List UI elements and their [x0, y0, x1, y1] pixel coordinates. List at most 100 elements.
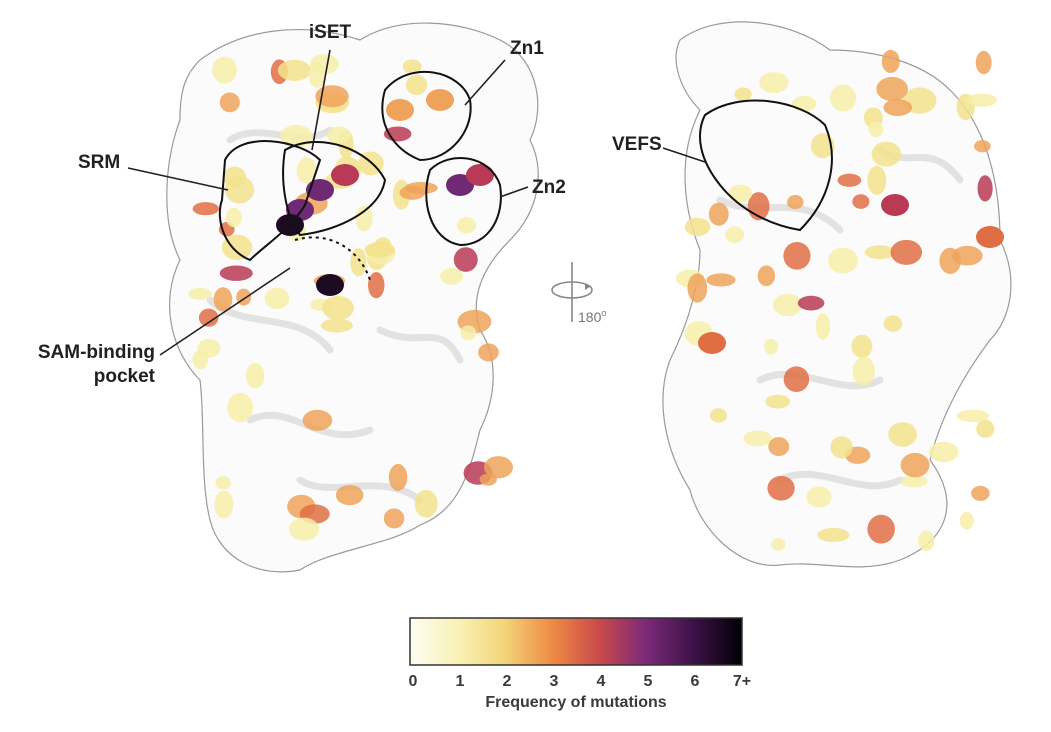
patch — [457, 217, 476, 234]
patch — [414, 490, 438, 518]
patch — [296, 157, 317, 184]
patch — [302, 409, 333, 431]
patch — [483, 456, 513, 479]
patch — [918, 530, 935, 551]
patch — [224, 176, 255, 204]
patch — [928, 441, 959, 463]
patch — [764, 338, 779, 355]
patch — [315, 85, 349, 108]
patch — [757, 265, 776, 287]
patch — [817, 527, 850, 543]
patch — [830, 436, 853, 459]
colorbar-tick-label: 7+ — [733, 673, 751, 690]
colorbar-ticks: 0 1 2 3 4 5 6 7+ — [409, 673, 752, 690]
patch — [402, 59, 422, 74]
patch — [734, 87, 752, 102]
patch — [783, 241, 811, 270]
patch — [810, 133, 835, 159]
patch — [725, 226, 745, 243]
domain-label: pocket — [94, 366, 156, 387]
patch — [837, 173, 862, 187]
patch — [466, 164, 494, 186]
colorbar-title: Frequency of mutations — [485, 694, 666, 711]
patch — [743, 430, 772, 447]
patch — [227, 392, 254, 423]
patch — [768, 437, 790, 457]
patch — [959, 511, 974, 530]
leader-line — [311, 49, 331, 151]
patch — [386, 99, 414, 121]
patch — [316, 274, 344, 296]
patch — [709, 408, 728, 423]
patch — [952, 245, 983, 266]
patch — [852, 194, 870, 209]
patch — [277, 59, 312, 81]
patch — [214, 490, 234, 519]
leader-line — [127, 167, 229, 191]
domain-outline — [425, 157, 502, 247]
domain-label: Zn1 — [510, 38, 544, 59]
colorbar-tick-label: 6 — [691, 673, 700, 690]
patch — [827, 247, 858, 274]
domain-label: Zn2 — [532, 177, 566, 198]
patch — [883, 99, 913, 117]
colorbar-tick-label: 1 — [456, 673, 465, 690]
patch — [388, 463, 408, 491]
leader-line — [464, 59, 506, 106]
patch — [868, 121, 884, 138]
patch — [215, 476, 231, 490]
patch — [867, 165, 887, 195]
patch — [767, 475, 795, 501]
rotation-label: 180o — [578, 308, 606, 325]
pocket-outline — [294, 236, 371, 281]
colorbar-tick-label: 0 — [409, 673, 418, 690]
patch — [264, 287, 290, 310]
patch — [684, 217, 711, 236]
patch — [883, 315, 903, 332]
domain-label: SRM — [78, 152, 120, 173]
patch — [871, 141, 902, 167]
patch — [221, 234, 253, 261]
patch — [288, 517, 320, 541]
patch — [974, 140, 991, 153]
patch — [355, 205, 373, 232]
patch — [219, 92, 240, 113]
patch — [728, 184, 753, 203]
domain-outline — [381, 70, 472, 162]
patch — [188, 287, 212, 300]
patch — [426, 89, 454, 111]
patch — [460, 325, 477, 341]
patch — [890, 239, 923, 265]
patch — [888, 422, 917, 447]
colorbar-tick-label: 3 — [550, 673, 559, 690]
domain-label: SAM-binding — [38, 342, 155, 363]
patch — [852, 356, 876, 386]
patch — [773, 293, 803, 317]
leader-line — [662, 147, 706, 163]
colorbar-tick-label: 5 — [644, 673, 653, 690]
patch — [225, 207, 242, 228]
patch — [797, 295, 825, 311]
patch — [197, 338, 221, 358]
domain-outline — [218, 140, 322, 262]
patch — [440, 267, 463, 285]
patch — [192, 202, 219, 216]
patch — [966, 93, 997, 107]
patch — [367, 272, 385, 299]
patch — [881, 194, 909, 216]
rotation-symbol: 180o — [551, 262, 606, 325]
patch — [976, 226, 1004, 248]
patch — [212, 56, 237, 84]
patch — [971, 485, 990, 501]
patch — [405, 74, 428, 96]
patch — [830, 84, 857, 112]
domain-outline — [282, 141, 387, 237]
patch — [977, 175, 993, 202]
patch — [900, 475, 928, 488]
patch — [976, 419, 995, 438]
patch — [335, 484, 364, 506]
patch — [687, 273, 708, 303]
patch — [864, 245, 896, 260]
patch — [453, 247, 478, 272]
